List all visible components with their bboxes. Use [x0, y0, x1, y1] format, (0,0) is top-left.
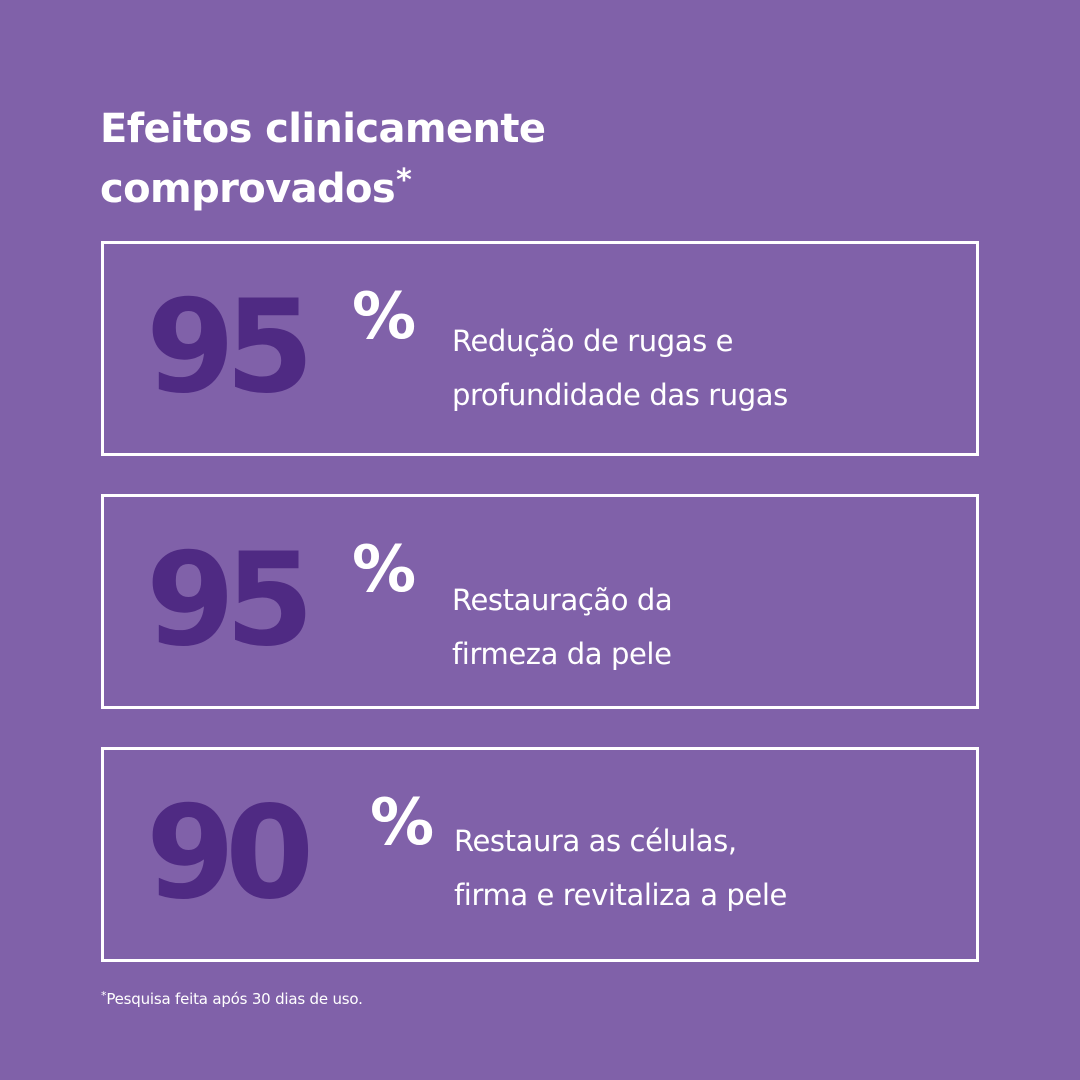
stat-description: Restaura as células, firma e revitaliza … — [454, 814, 954, 922]
title-line-1: Efeitos clinicamente — [100, 106, 546, 152]
title-line-2: comprovados* — [100, 155, 800, 215]
stat-percent-sign: % — [370, 786, 435, 860]
stat-description-line-1: Restauração da — [452, 583, 673, 617]
stat-card-firmness-restoration: 95 % Restauração da firmeza da pele — [101, 494, 979, 709]
stat-percent-sign: % — [352, 280, 417, 354]
stat-number: 95 — [146, 273, 314, 422]
footnote: *Pesquisa feita após 30 dias de uso. — [101, 985, 363, 1010]
footnote-asterisk: * — [101, 989, 107, 1002]
stat-percent-sign: % — [352, 533, 417, 607]
stat-description-line-1: Restaura as células, — [454, 824, 737, 858]
stat-description-line-1: Redução de rugas e — [452, 324, 734, 358]
stat-description-line-2: profundidade das rugas — [452, 378, 788, 412]
stat-card-wrinkle-reduction: 95 % Redução de rugas e profundidade das… — [101, 241, 979, 456]
page-title: Efeitos clinicamente comprovados* — [100, 103, 800, 215]
stat-description: Redução de rugas e profundidade das ruga… — [452, 314, 952, 422]
stat-description-line-2: firma e revitaliza a pele — [454, 878, 787, 912]
stat-number: 90 — [146, 779, 314, 928]
footnote-text: Pesquisa feita após 30 dias de uso. — [106, 990, 363, 1008]
title-line-2-text: comprovados — [100, 166, 396, 212]
stat-description: Restauração da firmeza da pele — [452, 573, 952, 681]
stat-number: 95 — [146, 526, 314, 675]
title-asterisk: * — [396, 163, 412, 198]
stat-card-cell-restoration: 90 % Restaura as células, firma e revita… — [101, 747, 979, 962]
stat-description-line-2: firmeza da pele — [452, 637, 672, 671]
